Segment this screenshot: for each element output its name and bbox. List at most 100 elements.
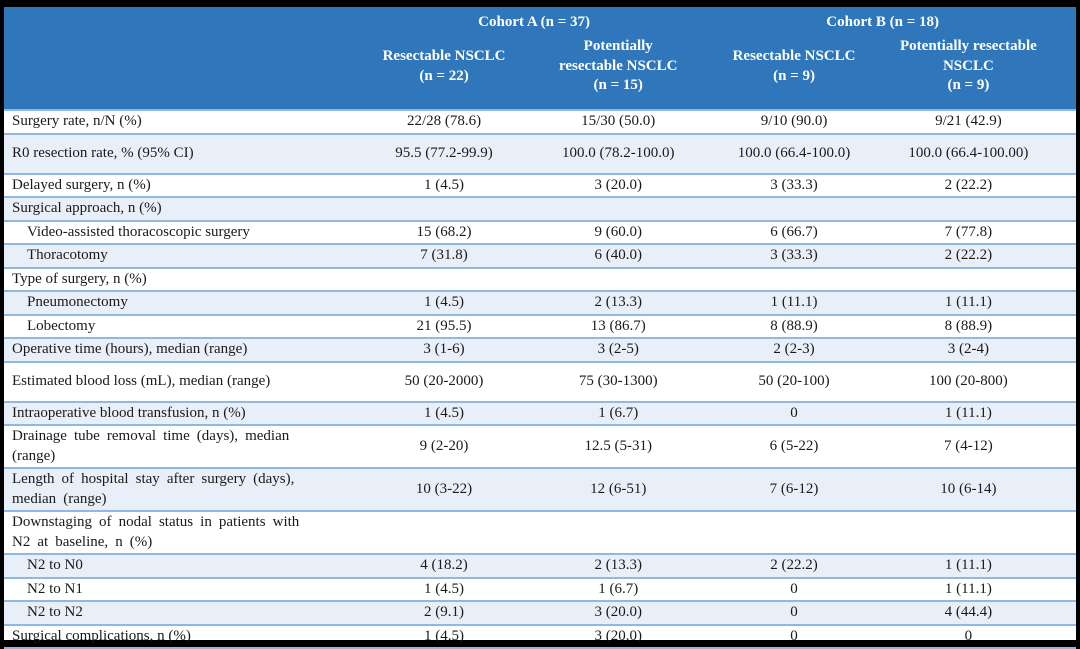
table-row: Surgical complications, n (%) 1 (4.5) 3 (2… bbox=[4, 624, 1076, 648]
row-label: Surgical complications, n (%) bbox=[12, 627, 191, 644]
cohort-b-header: Cohort B (n = 18) bbox=[708, 7, 1076, 33]
cell-value: 1 (4.5) bbox=[424, 627, 465, 644]
cell-value bbox=[528, 511, 708, 554]
cell-value: 3 (2-5) bbox=[597, 341, 639, 357]
cell-value: 9 (60.0) bbox=[594, 223, 642, 240]
cell-value: 3 (1-6) bbox=[423, 341, 465, 357]
cell-value: 1 (11.1) bbox=[944, 294, 992, 310]
row-label: N2 to N0 bbox=[27, 557, 83, 573]
cell-value: 1 (6.7) bbox=[598, 580, 639, 597]
table-row: Estimated blood loss (mL), median (range… bbox=[4, 361, 1076, 402]
row-label: Pneumonectomy bbox=[27, 294, 128, 310]
table-row: Lobectomy 21 (95.5) 13 (86.7) 8 (88.9) 8 (88… bbox=[4, 314, 1076, 339]
cell-value bbox=[360, 197, 528, 221]
row-label: Downstaging of nodal status in patients … bbox=[12, 514, 300, 550]
row-label: Video-assisted thoracoscopic surgery bbox=[27, 223, 250, 240]
row-label: Operative time (hours), median (range) bbox=[12, 341, 248, 357]
cell-value: 3 (33.3) bbox=[770, 176, 818, 193]
cell-value: 12.5 (5-31) bbox=[584, 437, 652, 454]
cell-value: 1 (4.5) bbox=[424, 580, 465, 597]
row-label: Lobectomy bbox=[27, 317, 96, 334]
cell-value: 2 (22.2) bbox=[770, 557, 818, 573]
surgery-outcomes-table: Cohort A (n = 37) Cohort B (n = 18) Rese… bbox=[4, 7, 1076, 649]
cell-value: 50 (20-2000) bbox=[404, 372, 484, 389]
row-label: Delayed surgery, n (%) bbox=[12, 176, 151, 193]
cell-value: 7 (6-12) bbox=[769, 480, 819, 497]
cell-value: 1 (4.5) bbox=[424, 294, 465, 310]
cell-value bbox=[360, 268, 528, 292]
cohort-a-header: Cohort A (n = 37) bbox=[359, 7, 709, 33]
cell-value: 100.0 (66.4-100.0) bbox=[737, 144, 851, 161]
cell-value bbox=[708, 511, 880, 554]
cell-value bbox=[528, 197, 708, 221]
table-row: Intraoperative blood transfusion, n (%) 1… bbox=[4, 401, 1076, 425]
table-row: N2 to N0 4 (18.2) 2 (13.3) 2 (22.2) 1 (11.1) bbox=[4, 554, 1076, 578]
table-header: Cohort A (n = 37) Cohort B (n = 18) Rese… bbox=[4, 7, 1076, 110]
table-container: Cohort A (n = 37) Cohort B (n = 18) Rese… bbox=[4, 7, 1076, 648]
cell-value bbox=[360, 511, 528, 554]
header-corner-cell bbox=[4, 7, 360, 33]
subgroup-header-row: Resectable NSCLC (n = 22) Potentially re… bbox=[4, 33, 1076, 110]
table-body: Surgery rate, n/N (%) 22/28 (78.6) 15/30 (… bbox=[4, 110, 1076, 648]
cell-value: 100.0 (78.2-100.0) bbox=[561, 144, 675, 161]
column-header-resectable-a: Resectable NSCLC (n = 22) bbox=[359, 33, 529, 110]
cell-value: 0 bbox=[790, 580, 798, 597]
cell-value: 6 (40.0) bbox=[594, 247, 642, 263]
table-row: N2 to N1 1 (4.5) 1 (6.7) 0 1 (11.1) bbox=[4, 577, 1076, 602]
table-row: Type of surgery, n (%) bbox=[4, 267, 1076, 292]
cell-value: 0 bbox=[790, 604, 798, 620]
table-row: Video-assisted thoracoscopic surgery 15 (… bbox=[4, 220, 1076, 245]
cell-value: 22/28 (78.6) bbox=[406, 113, 482, 129]
row-label: R0 resection rate, % (95% CI) bbox=[12, 144, 194, 161]
table-row: N2 to N2 2 (9.1) 3 (20.0) 0 4 (44.4) bbox=[4, 601, 1076, 625]
cell-value: 1 (11.1) bbox=[944, 580, 992, 597]
cell-value: 4 (18.2) bbox=[420, 557, 468, 573]
cell-value bbox=[708, 268, 880, 292]
column-header-potentially-resectable-b: Potentially resectable NSCLC (n = 9) bbox=[879, 33, 1076, 110]
cell-value bbox=[708, 197, 880, 221]
cell-value: 0 bbox=[964, 627, 973, 644]
table-row: Pneumonectomy 1 (4.5) 2 (13.3) 1 (11.1) 1 (1… bbox=[4, 291, 1076, 315]
cell-value: 3 (33.3) bbox=[770, 247, 818, 263]
cell-value: 15/30 (50.0) bbox=[581, 113, 656, 129]
cell-value bbox=[528, 268, 708, 292]
cell-value: 50 (20-100) bbox=[758, 372, 830, 389]
row-label: Type of surgery, n (%) bbox=[12, 270, 147, 287]
cell-value: 2 (13.3) bbox=[594, 294, 642, 310]
table-row: Surgery rate, n/N (%) 22/28 (78.6) 15/30 (… bbox=[4, 110, 1076, 134]
row-label: Intraoperative blood transfusion, n (%) bbox=[12, 404, 246, 421]
cell-value: 3 (20.0) bbox=[594, 176, 642, 193]
table-row: R0 resection rate, % (95% CI) 95.5 (77.2-… bbox=[4, 133, 1076, 174]
cell-value: 2 (2-3) bbox=[773, 341, 815, 357]
cell-value: 9/10 (90.0) bbox=[760, 113, 828, 129]
cell-value: 8 (88.9) bbox=[944, 317, 993, 334]
cell-value: 12 (6-51) bbox=[590, 480, 647, 497]
cell-value: 21 (95.5) bbox=[416, 317, 472, 334]
table-row: Surgical approach, n (%) bbox=[4, 197, 1076, 221]
cell-value: 2 (13.3) bbox=[594, 557, 642, 573]
header-corner-cell bbox=[4, 33, 360, 110]
cell-value: 2 (9.1) bbox=[424, 604, 465, 620]
table-row: Operative time (hours), median (range) 3 … bbox=[4, 338, 1076, 362]
column-header-potentially-resectable-a: Potentially resectable NSCLC (n = 15) bbox=[528, 33, 709, 110]
cell-value: 3 (2-4) bbox=[947, 341, 990, 357]
cell-value: 0 bbox=[790, 404, 798, 421]
cell-value: 75 (30-1300) bbox=[578, 372, 658, 389]
row-label: Thoracotomy bbox=[27, 247, 108, 263]
cell-value: 1 (4.5) bbox=[424, 176, 465, 193]
cell-value: 8 (88.9) bbox=[770, 317, 818, 334]
cell-value: 7 (4-12) bbox=[944, 437, 993, 454]
row-label: Drainage tube removal time (days), media… bbox=[12, 428, 290, 464]
table-row: Thoracotomy 7 (31.8) 6 (40.0) 3 (33.3) 2 (22… bbox=[4, 244, 1076, 268]
cell-value: 6 (66.7) bbox=[770, 223, 818, 240]
cell-value: 2 (22.2) bbox=[944, 247, 993, 263]
cell-value: 100 (20-800) bbox=[929, 372, 1008, 389]
table-row: Downstaging of nodal status in patients … bbox=[4, 511, 1076, 554]
row-label: Surgery rate, n/N (%) bbox=[12, 113, 142, 129]
row-label: Surgical approach, n (%) bbox=[12, 200, 162, 216]
cell-value: 1 (11.1) bbox=[770, 294, 818, 310]
table-row: Length of hospital stay after surgery (d… bbox=[4, 468, 1076, 511]
cell-value: 10 (3-22) bbox=[415, 480, 473, 497]
cell-value: 7 (31.8) bbox=[420, 247, 468, 263]
